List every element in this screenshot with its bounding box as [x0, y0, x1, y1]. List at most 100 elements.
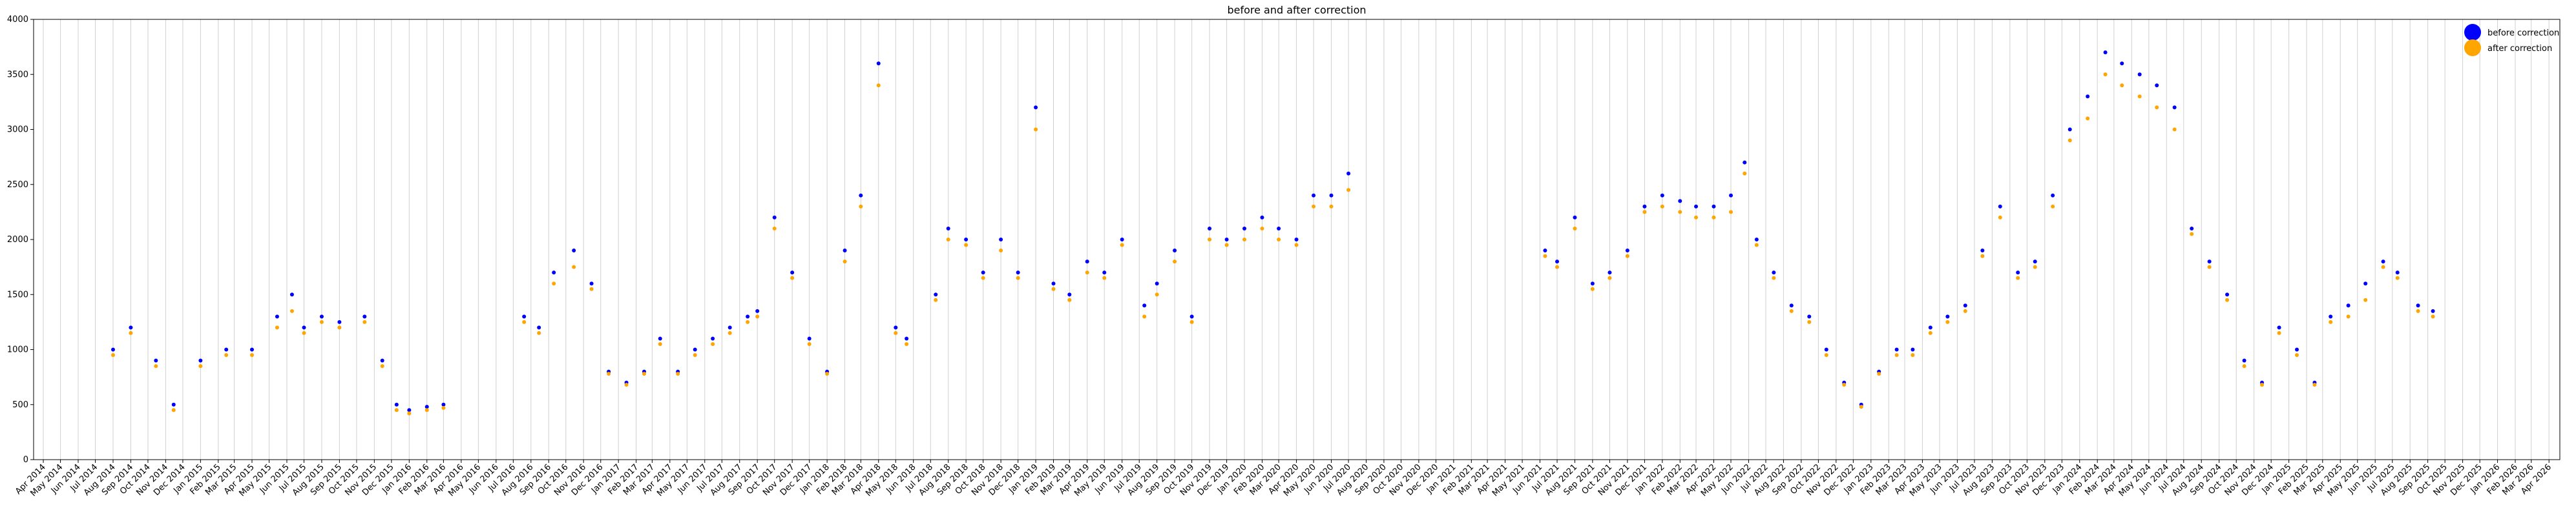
data-point [2068, 127, 2072, 132]
data-point [424, 405, 429, 409]
data-point [2120, 61, 2124, 66]
data-point [755, 314, 760, 319]
data-point [905, 336, 909, 341]
data-point [1173, 249, 1177, 253]
data-point [2395, 270, 2400, 275]
data-point [825, 372, 830, 376]
legend-label-before-correction: before correction [2487, 28, 2559, 38]
data-point [2346, 303, 2351, 308]
data-point [1329, 204, 1334, 209]
data-point [129, 325, 133, 330]
data-point [1980, 254, 1985, 258]
data-point [2103, 50, 2108, 55]
data-point [2137, 94, 2142, 99]
data-point [772, 215, 777, 219]
data-point [999, 249, 1003, 253]
y-axis: 0 500 1000 1500 2000 2500 3000 3500 4000 [7, 15, 34, 465]
data-point [1642, 210, 1647, 214]
data-point [407, 408, 412, 413]
data-point [2172, 127, 2177, 132]
data-point [1694, 215, 1699, 219]
legend: before correction after correction [2464, 24, 2559, 56]
data-point [1729, 193, 1733, 198]
data-point [1754, 243, 1759, 247]
data-point [2277, 325, 2281, 330]
data-point [407, 411, 412, 416]
data-point [693, 353, 697, 358]
data-point [522, 320, 527, 324]
data-point [2346, 314, 2351, 319]
data-point [2242, 358, 2246, 363]
data-point [362, 320, 367, 324]
data-point [589, 287, 594, 291]
data-point [1743, 160, 1747, 165]
data-point [302, 331, 306, 335]
data-point [1142, 303, 1147, 308]
data-point [2431, 314, 2435, 319]
data-point [981, 270, 985, 275]
data-point [1712, 215, 1716, 219]
data-point [1051, 287, 1056, 291]
data-point [589, 281, 594, 286]
data-point [1102, 276, 1107, 280]
data-point [2172, 105, 2177, 110]
data-point [1142, 314, 1147, 319]
data-point [876, 61, 881, 66]
data-point [1543, 254, 1547, 258]
data-point [2277, 331, 2281, 335]
data-point [807, 342, 812, 346]
y-tick-label: 3000 [7, 125, 28, 135]
data-point [1660, 204, 1664, 209]
data-point [302, 325, 306, 330]
data-point [1016, 270, 1020, 275]
data-point [362, 314, 367, 319]
data-point [275, 325, 279, 330]
y-tick-label: 500 [12, 400, 28, 410]
data-point [2016, 270, 2020, 275]
data-point [1963, 303, 1967, 308]
data-point [1625, 249, 1629, 253]
data-point [1945, 314, 1950, 319]
data-point [1155, 292, 1159, 297]
data-point [537, 325, 541, 330]
data-point [1051, 281, 1056, 286]
data-point [755, 309, 760, 313]
data-point [1754, 238, 1759, 241]
data-point [946, 226, 950, 230]
data-point [1607, 276, 1612, 280]
data-point [1807, 320, 1812, 324]
data-point [658, 336, 662, 341]
data-point [1642, 204, 1647, 209]
data-point [2329, 320, 2333, 324]
data-point [905, 342, 909, 346]
data-point [693, 347, 697, 352]
data-point [110, 353, 115, 358]
data-point [1034, 127, 1038, 132]
data-point [2155, 83, 2159, 88]
data-point [1607, 270, 1612, 275]
data-point [1294, 243, 1299, 247]
data-point [198, 364, 203, 369]
y-tick-label: 1500 [7, 290, 28, 300]
data-point [676, 372, 680, 376]
data-point [2033, 265, 2037, 269]
data-point [1085, 260, 1089, 264]
data-point [1945, 320, 1950, 324]
data-point [843, 260, 847, 264]
data-point [2294, 353, 2299, 358]
data-point [607, 372, 611, 376]
data-point [1894, 353, 1899, 358]
data-point [934, 298, 938, 302]
data-point [1824, 347, 1828, 352]
data-point [1312, 193, 1316, 198]
data-point [1294, 238, 1299, 241]
data-point [876, 83, 881, 88]
data-point [1224, 243, 1229, 247]
data-point [1963, 309, 1967, 313]
data-point [1277, 226, 1281, 230]
data-point [1189, 320, 1194, 324]
data-point [1277, 238, 1281, 241]
data-point [2260, 383, 2265, 387]
data-point [981, 276, 985, 280]
